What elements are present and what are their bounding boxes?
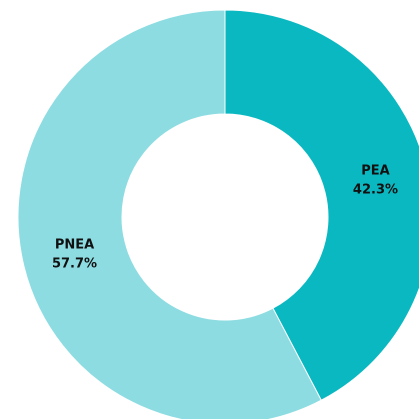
donut-slice [224,9,419,401]
slice-value-label: 57.7% [52,257,97,272]
slice-label: PNEA [55,238,94,253]
slice-label: PEA [361,163,389,178]
donut-slice [17,9,322,419]
slice-value-label: 42.3% [353,182,398,197]
